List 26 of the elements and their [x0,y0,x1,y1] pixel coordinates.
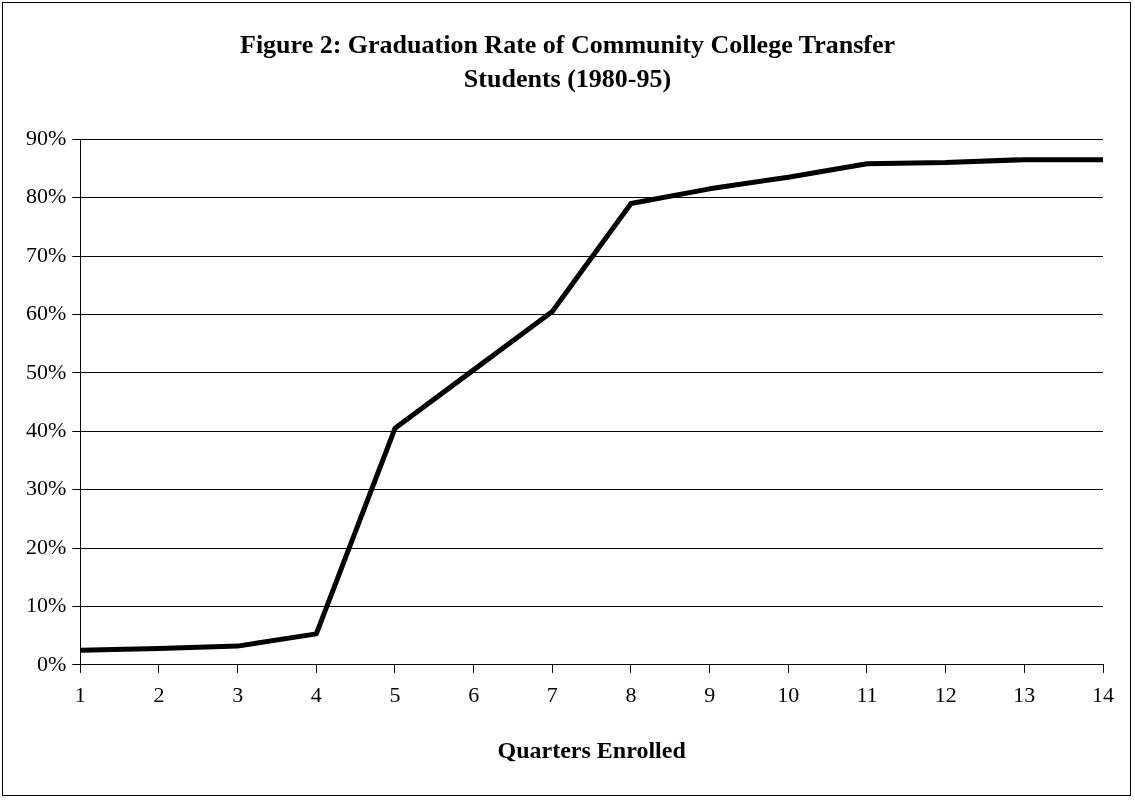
y-tick-label: 70% [26,241,67,267]
x-tick-label: 4 [310,681,322,707]
x-tick-label: 8 [625,681,637,707]
y-tick-label: 60% [26,300,67,326]
y-tick-label: 10% [26,592,67,618]
x-axis-title: Quarters Enrolled [497,736,687,763]
y-tick-label: 0% [37,650,67,676]
x-tick-label: 5 [389,681,401,707]
x-tick-label: 13 [1013,681,1036,707]
x-tick-label: 6 [468,681,480,707]
y-tick-label: 30% [26,475,67,501]
x-tick-label: 1 [74,681,86,707]
x-tick-label: 3 [232,681,244,707]
chart-title: Figure 2: Graduation Rate of Community College Transfer Students (1980-95) [239,29,896,95]
x-tick-label: 9 [704,681,716,707]
y-tick-label: 90% [26,124,67,150]
y-tick-label: 80% [26,183,67,209]
x-tick-label: 11 [856,681,878,707]
x-tick-label: 7 [546,681,558,707]
y-tick-label: 20% [26,533,67,559]
y-tick-label: 50% [26,358,67,384]
x-tick-label: 12 [934,681,957,707]
y-tick-label: 40% [26,416,67,442]
x-tick-label: 14 [1092,681,1114,707]
x-tick-label: 2 [153,681,165,707]
x-tick-label: 10 [777,681,800,707]
